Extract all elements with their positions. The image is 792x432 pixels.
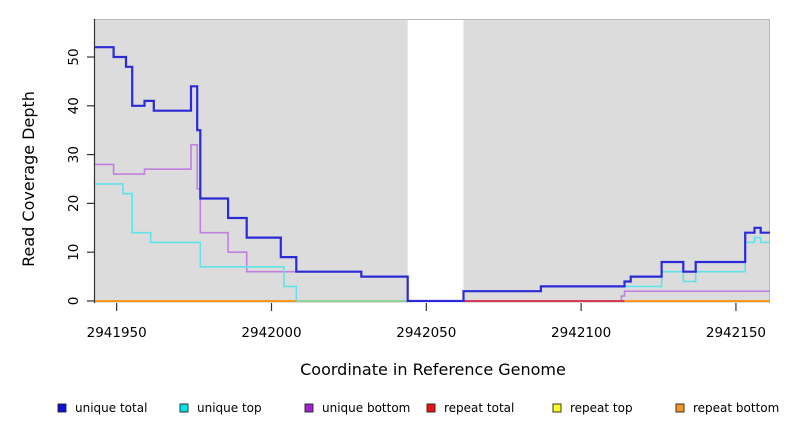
x-tick-label: 2942100 [551, 325, 611, 341]
y-tick-label: 0 [66, 297, 82, 306]
y-tick-label: 10 [66, 244, 82, 261]
legend-swatch [57, 403, 67, 413]
legend-item-label: unique bottom [322, 401, 410, 415]
legend-item: unique top [179, 401, 262, 415]
legend-item-label: repeat bottom [693, 401, 779, 415]
legend-item-label: repeat total [444, 401, 514, 415]
y-tick-label: 20 [66, 195, 82, 212]
legend-item: unique total [57, 401, 147, 415]
legend-item-label: unique total [75, 401, 147, 415]
legend-item: repeat total [426, 401, 514, 415]
x-tick-label: 2942050 [396, 325, 456, 341]
x-tick-label: 2941950 [87, 325, 147, 341]
series-unique-total [95, 46, 770, 303]
legend-item-label: repeat top [570, 401, 633, 415]
legend-swatch [426, 403, 436, 413]
chart-panel [95, 19, 770, 303]
legend-swatch [304, 403, 314, 413]
series-lines [95, 46, 770, 303]
no-data-gap-band [407, 20, 464, 303]
x-axis-title: Coordinate in Reference Genome [300, 360, 566, 379]
legend-item: repeat bottom [675, 401, 779, 415]
legend-item: repeat top [552, 401, 633, 415]
legend: unique total unique top unique bottom repea… [57, 401, 779, 415]
x-tick-label: 2942150 [706, 325, 766, 341]
legend-item: unique bottom [304, 401, 410, 415]
axes: 0 10 20 30 40 50 2941950 2942000 2942050 2942100 2… [66, 19, 766, 341]
y-tick-label: 50 [66, 48, 82, 65]
y-tick-label: 30 [66, 146, 82, 163]
legend-swatch [179, 403, 189, 413]
legend-swatch [552, 403, 562, 413]
legend-swatch [675, 403, 685, 413]
x-tick-label: 2942000 [241, 325, 301, 341]
legend-item-label: unique top [197, 401, 262, 415]
y-tick-label: 40 [66, 97, 82, 114]
y-axis-title: Read Coverage Depth [19, 91, 38, 267]
